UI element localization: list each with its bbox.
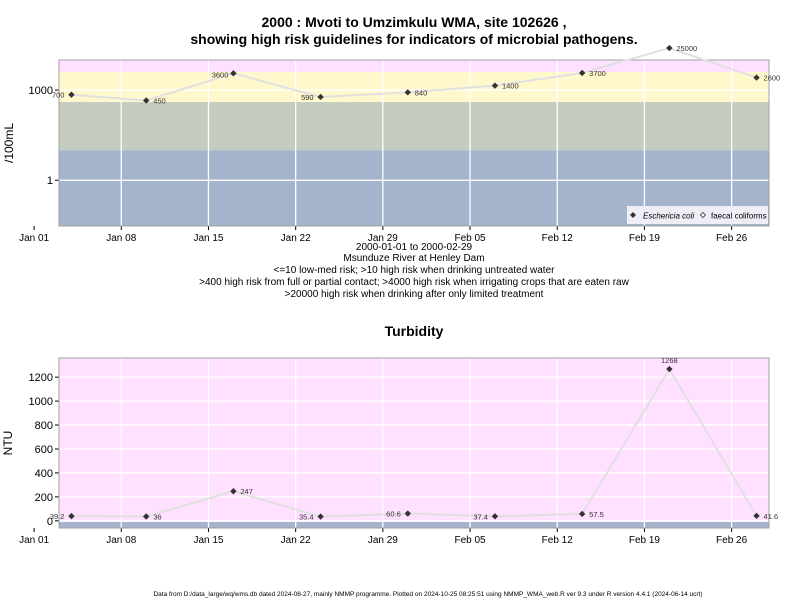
x-tick-label: Jan 08	[106, 535, 136, 546]
x-tick-label: Feb 05	[454, 233, 486, 244]
data-label: 450	[153, 96, 166, 105]
x-tick-label: Jan 08	[106, 233, 136, 244]
data-label: 840	[415, 88, 428, 97]
data-point	[230, 488, 237, 495]
data-label: 3700	[589, 69, 606, 78]
data-point	[491, 513, 499, 520]
y-tick-label: 1000	[29, 85, 53, 97]
x-tick-label: Jan 15	[193, 233, 223, 244]
x-tick-label: Feb 12	[542, 535, 574, 546]
x-tick-label: Feb 26	[716, 233, 748, 244]
y-tick-label: 1000	[29, 396, 53, 408]
background-band-2	[59, 102, 769, 151]
data-point	[317, 93, 324, 101]
y-tick-label: 600	[35, 444, 53, 456]
y-tick-label: 1	[47, 175, 53, 187]
legend-box	[627, 206, 768, 224]
y-axis-label: /100mL	[2, 123, 16, 163]
data-label: 1268	[661, 356, 678, 365]
data-point	[404, 89, 411, 96]
x-tick-label: Feb 12	[542, 233, 574, 244]
y-axis-label: NTU	[1, 431, 15, 456]
x-tick-label: Feb 19	[629, 233, 661, 244]
subtitle-line-2: Msunduze River at Henley Dam	[343, 253, 484, 264]
background-band-4	[59, 60, 769, 72]
main-title-line1: 2000 : Mvoti to Umzimkulu WMA, site 1026…	[262, 14, 567, 30]
x-tick-label: Feb 26	[716, 535, 748, 546]
x-tick-label: Feb 05	[454, 535, 486, 546]
background-band-1	[59, 522, 769, 528]
subtitle-line-5: >20000 high risk when drinking after onl…	[285, 289, 544, 300]
legend-label-ecoli: Eschericia coli	[643, 212, 694, 221]
data-point	[317, 513, 324, 520]
data-point	[753, 512, 760, 520]
data-label: 36	[153, 513, 161, 522]
background-band-2	[59, 358, 769, 523]
y-tick-label: 800	[35, 420, 53, 432]
data-label: 2600	[764, 74, 781, 83]
data-label: 1400	[502, 82, 519, 91]
data-label: 39.2	[50, 512, 65, 521]
main-title-line2: showing high risk guidelines for indicat…	[190, 31, 637, 47]
x-tick-label: Jan 29	[368, 535, 398, 546]
turbidity-panel: Jan 01 Jan 08 Jan 15 Jan 22 Jan 29 Feb 05 Feb …	[1, 356, 778, 546]
data-label: 25000	[676, 44, 697, 53]
data-point	[142, 97, 150, 104]
legend-marker-faecal	[699, 211, 707, 219]
data-label: 37.4	[473, 512, 488, 521]
data-label: 700	[52, 91, 65, 100]
data-point	[230, 70, 237, 77]
background-band-3	[59, 71, 769, 103]
data-point	[578, 69, 586, 77]
subtitle-line-4: >400 high risk from full or partial cont…	[199, 277, 629, 288]
data-point	[142, 513, 150, 520]
data-label: 590	[301, 93, 314, 102]
turbidity-title: Turbidity	[385, 323, 444, 339]
y-tick-label: 200	[35, 492, 53, 504]
y-tick-label: 400	[35, 468, 53, 480]
x-tick-label: Jan 29	[368, 233, 398, 244]
data-point	[578, 510, 586, 518]
plot-frame	[58, 357, 770, 529]
legend-label-faecal: faecal coliforms	[711, 212, 767, 221]
x-tick-label: Jan 15	[193, 535, 223, 546]
x-tick-label: Jan 22	[281, 535, 311, 546]
microbial-panel: Jan 01 Jan 08 Jan 15 Jan 22 Jan 29 Feb 05 Feb …	[2, 44, 780, 244]
data-label: 60.6	[386, 510, 401, 519]
x-tick-label: Feb 19	[629, 535, 661, 546]
x-tick-label: Jan 01	[19, 535, 49, 546]
data-point	[666, 44, 673, 52]
x-tick-label: Jan 22	[281, 233, 311, 244]
x-tick-label: Jan 01	[19, 233, 49, 244]
data-point	[68, 512, 75, 520]
data-label: 247	[240, 487, 253, 496]
legend-marker-ecoli	[630, 212, 636, 218]
data-label: 41.6	[764, 512, 779, 521]
y-tick-label: 1200	[29, 372, 53, 384]
data-point	[753, 74, 760, 81]
data-point	[666, 365, 673, 373]
data-point	[68, 91, 75, 98]
footer-note: Data from D:/data_large/wq/wms.db dated …	[153, 591, 702, 598]
subtitle-line-3: <=10 low-med risk; >10 high risk when dr…	[274, 265, 556, 276]
data-label: 3600	[212, 70, 229, 79]
subtitle-line-1: 2000-01-01 to 2000-02-29	[356, 242, 473, 253]
plot-frame	[58, 59, 770, 227]
data-point	[404, 510, 411, 517]
data-label: 35.4	[299, 513, 314, 522]
data-point	[491, 82, 499, 89]
y-tick-label: 0	[47, 516, 53, 528]
data-label: 57.5	[589, 510, 604, 519]
